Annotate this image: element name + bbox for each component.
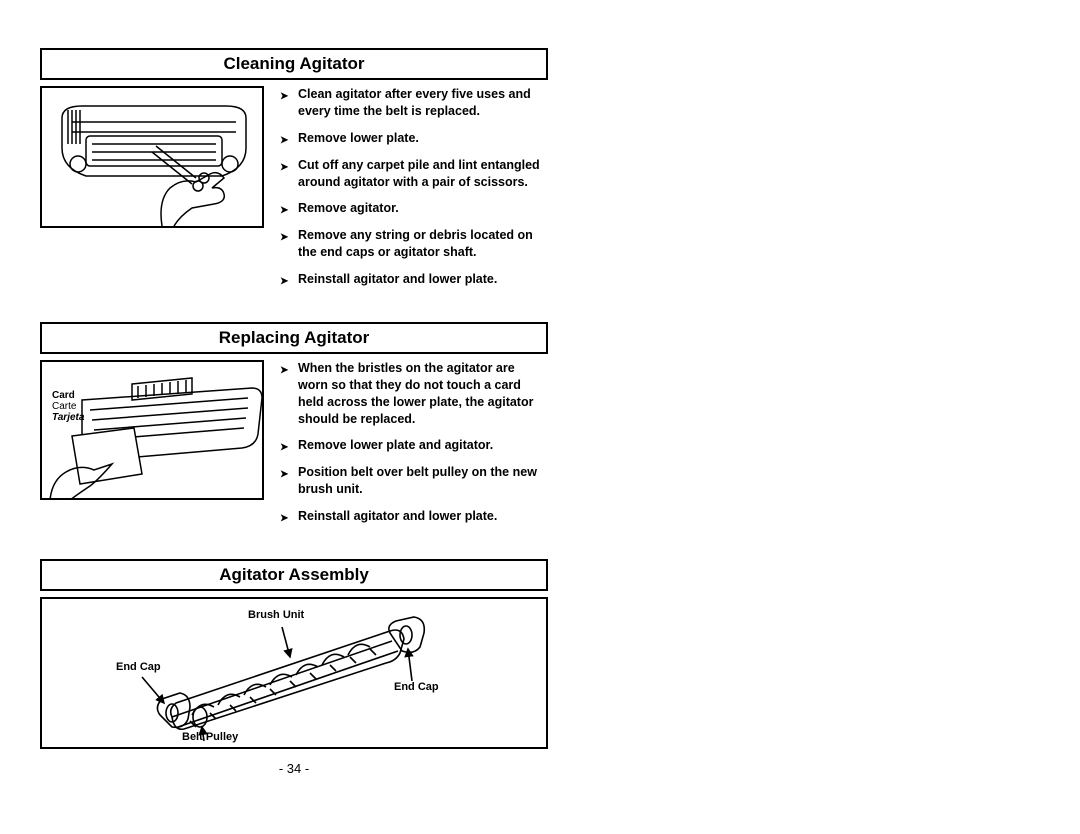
illustration-cleaning	[40, 86, 264, 228]
instruction-step: Remove any string or debris located on t…	[280, 227, 548, 261]
label-end-cap-right: End Cap	[394, 681, 439, 693]
bullet-icon	[280, 437, 290, 454]
instruction-step: Remove lower plate and agitator.	[280, 437, 548, 454]
bullet-icon	[280, 86, 290, 120]
step-text: Position belt over belt pulley on the ne…	[298, 464, 548, 498]
section-body-replacing: Card Carte Tarjeta When the bristles on …	[40, 360, 548, 535]
bullet-icon	[280, 508, 290, 525]
step-text: Clean agitator after every five uses and…	[298, 86, 548, 120]
label-card: Card	[52, 390, 84, 401]
instruction-step: Clean agitator after every five uses and…	[280, 86, 548, 120]
step-text: Reinstall agitator and lower plate.	[298, 271, 497, 288]
step-text: Remove lower plate.	[298, 130, 419, 147]
illustration-assembly: Brush Unit End Cap End Cap Belt Pulley	[40, 597, 548, 749]
instructions-replacing: When the bristles on the agitator are wo…	[280, 360, 548, 535]
label-end-cap-left: End Cap	[116, 661, 161, 673]
label-carte: Carte	[52, 401, 84, 412]
step-text: Cut off any carpet pile and lint entangl…	[298, 157, 548, 191]
section-header-replacing: Replacing Agitator	[40, 322, 548, 354]
bullet-icon	[280, 130, 290, 147]
section-title: Cleaning Agitator	[223, 54, 364, 73]
bullet-icon	[280, 157, 290, 191]
instruction-step: Position belt over belt pulley on the ne…	[280, 464, 548, 498]
label-tarjeta: Tarjeta	[52, 412, 84, 423]
page-number: - 34 -	[40, 761, 548, 776]
section-title: Replacing Agitator	[219, 328, 370, 347]
step-text: Remove agitator.	[298, 200, 399, 217]
instruction-step: Remove agitator.	[280, 200, 548, 217]
bullet-icon	[280, 227, 290, 261]
section-body-cleaning: Clean agitator after every five uses and…	[40, 86, 548, 298]
instruction-step: Reinstall agitator and lower plate.	[280, 508, 548, 525]
instruction-step: When the bristles on the agitator are wo…	[280, 360, 548, 428]
section-title: Agitator Assembly	[219, 565, 369, 584]
bullet-icon	[280, 271, 290, 288]
bullet-icon	[280, 200, 290, 217]
instruction-step: Reinstall agitator and lower plate.	[280, 271, 548, 288]
step-text: When the bristles on the agitator are wo…	[298, 360, 548, 428]
step-text: Remove any string or debris located on t…	[298, 227, 548, 261]
step-text: Remove lower plate and agitator.	[298, 437, 493, 454]
section-header-cleaning: Cleaning Agitator	[40, 48, 548, 80]
label-belt-pulley: Belt Pulley	[182, 731, 238, 743]
section-header-assembly: Agitator Assembly	[40, 559, 548, 591]
illustration-replacing: Card Carte Tarjeta	[40, 360, 264, 500]
bullet-icon	[280, 464, 290, 498]
step-text: Reinstall agitator and lower plate.	[298, 508, 497, 525]
instruction-step: Cut off any carpet pile and lint entangl…	[280, 157, 548, 191]
bullet-icon	[280, 360, 290, 428]
manual-page: Cleaning Agitator	[40, 48, 548, 776]
label-brush-unit: Brush Unit	[248, 609, 304, 621]
label-card-group: Card Carte Tarjeta	[52, 390, 84, 423]
instruction-step: Remove lower plate.	[280, 130, 548, 147]
instructions-cleaning: Clean agitator after every five uses and…	[280, 86, 548, 298]
